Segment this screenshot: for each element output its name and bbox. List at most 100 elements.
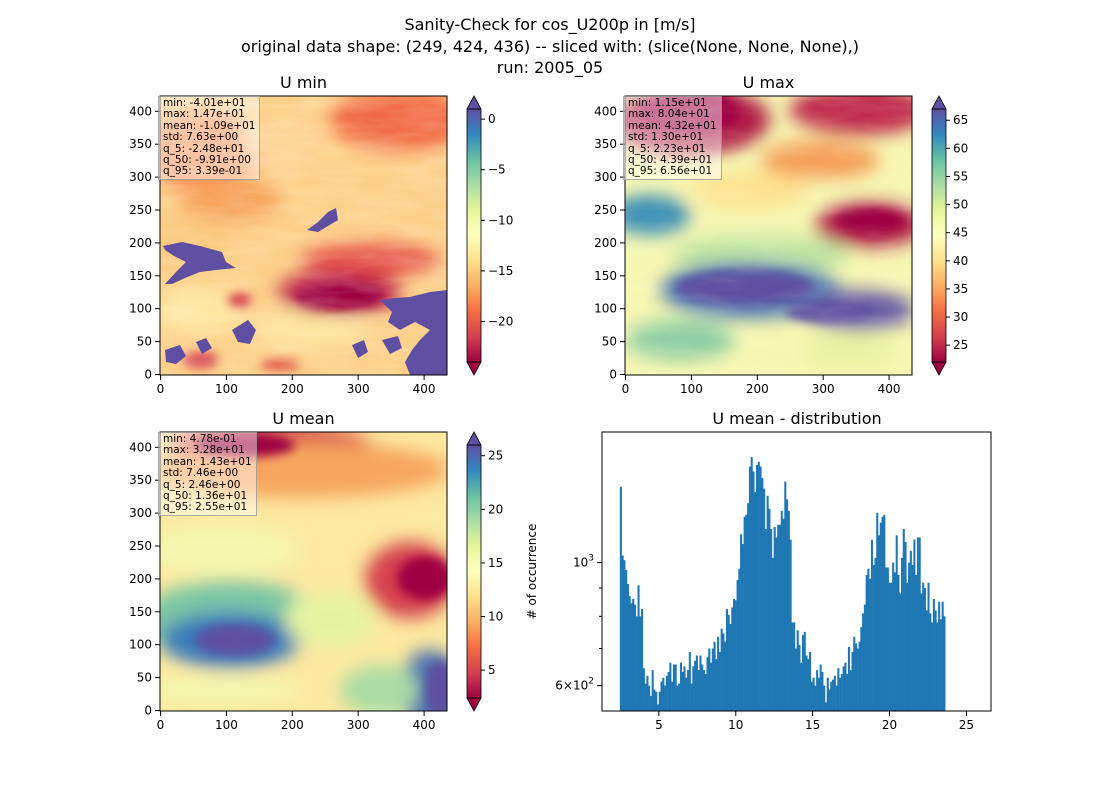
y-tick: 200 [129,572,160,586]
stat-mean: mean: 1.43e+01 [163,455,252,468]
histogram-bar [885,567,888,711]
figure-title-line-2: original data shape: (249, 424, 436) -- … [241,37,859,56]
x-tick: 5 [655,711,663,732]
y-tick-label: 200 [594,236,617,250]
histogram-bar [874,557,877,711]
histogram-bar [724,641,727,711]
y-tick-label: 250 [129,539,152,553]
histogram-bar [764,528,767,711]
histogram-bar [773,526,776,711]
panel-title: U mean - distribution [712,409,881,428]
x-tick: 300 [347,375,370,396]
histogram-bar [642,668,645,711]
y-tick-label: 400 [594,104,617,118]
histogram-bar [729,623,732,711]
histogram-bar [786,499,789,711]
x-tick: 100 [215,375,238,396]
histogram-bar [789,539,792,711]
y-tick-label: 350 [129,137,152,151]
figure-title-line-1: Sanity-Check for cos_U200p in [m/s] [404,15,695,35]
figure-title-line-3: run: 2005_05 [497,58,603,78]
colorbar-extend-max [931,95,947,110]
x-tick: 100 [215,711,238,732]
y-tick-label: 0 [609,368,617,382]
stat-mean: mean: -1.09e+01 [163,119,256,132]
y-axis: 0 50 100 150 200 250 300 350 400 [129,440,160,718]
x-tick-label: 300 [347,382,370,396]
histogram-bar [826,677,829,711]
y-tick: 0 [144,704,160,718]
histogram-bar [839,677,842,711]
x-tick-label: 300 [812,382,835,396]
x-tick: 200 [281,711,304,732]
histogram-bar [646,675,649,711]
x-tick-label: 400 [413,718,436,732]
y-tick-label: 150 [594,269,617,283]
histogram-bar [867,568,870,711]
x-tick: 400 [413,711,436,732]
panel-title: U mean [272,409,334,428]
histogram-bar [655,691,658,711]
y-tick: 103 [573,554,602,570]
histogram-bar [819,664,822,711]
colorbar-tick: 35 [946,282,968,296]
histogram-bar [625,569,628,711]
histogram-bar [725,608,728,711]
stat-q50: q_50: 1.36e+01 [163,490,248,503]
x-tick: 200 [746,375,769,396]
histogram-bar [856,648,859,711]
y-tick: 400 [129,440,160,454]
histogram-bar [727,614,730,711]
y-tick-label: 300 [129,506,152,520]
histogram-bar [844,662,847,711]
colorbar: 25 30 35 40 45 50 55 60 65 [931,95,968,376]
histogram-bar [851,651,854,711]
histogram-bar [763,488,766,711]
histogram-bar [832,679,835,711]
x-tick: 20 [882,711,897,732]
histogram-bar [938,601,941,711]
panel-u-max: U max [594,73,968,396]
histogram-bar [931,622,934,711]
colorbar-tick-label: 10 [488,610,503,624]
x-tick: 400 [878,375,901,396]
y-tick-label: 400 [129,440,152,454]
y-tick: 0 [609,368,625,382]
histogram-bar [690,683,693,711]
histogram-bar [902,528,905,711]
y-tick-label: 300 [594,170,617,184]
histogram-bar [842,666,845,711]
histogram-bar [697,670,700,711]
histogram-bar [893,572,896,711]
histogram-bar [793,622,796,711]
histogram-bar [934,610,937,711]
y-tick-label: 400 [129,104,152,118]
colorbar-extend-min [466,361,482,376]
x-axis: 0 100 200 300 400 [622,375,901,396]
y-axis-label: # of occurrence [525,524,539,620]
histogram-bar [807,659,810,711]
histogram-bar [639,616,642,711]
plot-area [624,95,913,376]
colorbar-tick-label: −20 [488,315,513,329]
histogram-bar [780,510,783,711]
heatmap-image [625,96,912,375]
histogram-bar [778,524,782,711]
y-tick: 6×102 [555,677,602,693]
histogram-bar [865,574,868,711]
x-tick: 100 [680,375,703,396]
histogram-bar [630,603,633,711]
y-tick-label: 150 [129,269,152,283]
histogram-bar [632,598,635,711]
y-tick-label: 350 [594,137,617,151]
histogram-bar [911,565,914,711]
histogram-bar [918,537,921,711]
histogram-bar [681,671,684,711]
histogram-bar [922,582,925,711]
y-tick: 150 [129,605,160,619]
histogram-bar [651,670,654,711]
stats-box-u-max: min: 1.15e+01 max: 8.04e+01 mean: 4.32e+… [623,96,722,180]
histogram-bar [699,655,702,711]
histogram-bar [644,683,647,711]
